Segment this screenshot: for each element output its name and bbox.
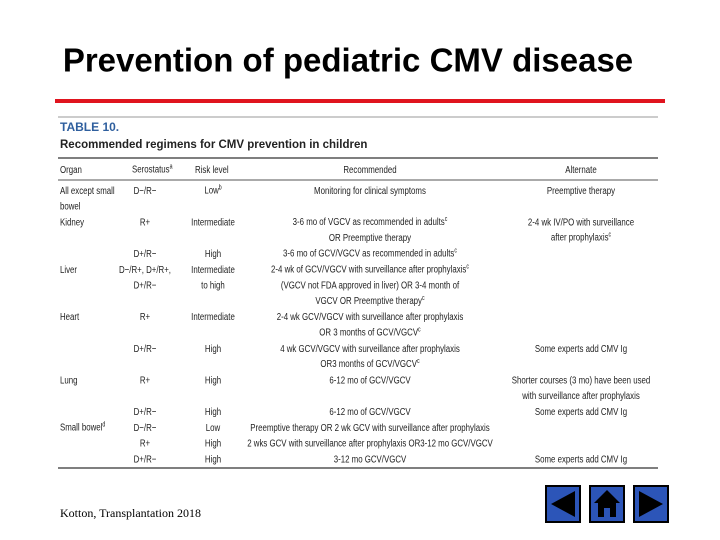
table-cell: bowel: [60, 201, 81, 212]
footnote-mark: c: [454, 246, 457, 254]
table-cell: Lowb: [204, 183, 222, 196]
table-cell: Preemptive therapy OR 2 wk GCV with surv…: [250, 422, 490, 433]
table-cell: High: [205, 438, 221, 449]
footnote-mark: d: [102, 420, 105, 428]
cell-text: after prophylaxis: [551, 232, 609, 243]
table-cell: Lung: [60, 374, 78, 385]
table-cell: High: [205, 343, 221, 354]
table-cell: 6-12 mo of GCV/VGCV: [329, 406, 411, 417]
table-caption: Recommended regimens for CMV prevention …: [60, 139, 367, 151]
cell-text: OR3 months of GCV/VGCV: [320, 359, 417, 370]
footnote-mark: c: [422, 294, 425, 302]
table-cell: High: [205, 406, 221, 417]
table-cell: (VGCV not FDA approved in liver) OR 3-4 …: [281, 280, 460, 291]
table-cell: Kidney: [60, 216, 84, 227]
cell-text: Serostatus: [132, 164, 170, 175]
column-header: Serostatusa: [132, 162, 173, 175]
table-cell: OR Preemptive therapy: [329, 232, 411, 243]
prev-button[interactable]: [545, 485, 581, 523]
column-header: Alternate: [565, 164, 596, 175]
table-cell: High: [205, 374, 221, 385]
cell-text: Low: [204, 185, 219, 196]
table-cell: Some experts add CMV Ig: [535, 453, 627, 464]
home-button[interactable]: [589, 485, 625, 523]
nav-buttons: [545, 485, 669, 523]
table-cell: D+/R−: [134, 248, 157, 259]
column-header: Organ: [60, 164, 82, 175]
column-header: Risk level: [195, 164, 229, 175]
cell-text: 3-6 mo of GCV/VGCV as recommended in adu…: [283, 248, 455, 259]
table-cell: Shorter courses (3 mo) have been used: [512, 374, 651, 385]
table-cell: R+: [140, 438, 150, 449]
table-cell: D−/R+, D+/R+,: [119, 264, 171, 275]
footnote-mark: c: [417, 357, 420, 365]
footnote-mark: c: [609, 231, 612, 239]
table-cell: 2-4 wk IV/PO with surveillance: [528, 216, 634, 227]
table-cell: Intermediate: [191, 216, 235, 227]
table-cell: High: [205, 453, 221, 464]
table-cell: D−/R−: [134, 422, 157, 433]
cell-text: 3-6 mo of VGCV as recommended in adults: [293, 216, 445, 227]
footnote-mark: b: [219, 183, 222, 191]
column-header: Recommended: [343, 164, 396, 175]
table-cell: High: [205, 248, 221, 259]
table-cell: R+: [140, 374, 150, 385]
table-cell: 2 wks GCV with surveillance after prophy…: [247, 438, 493, 449]
table-cell: Some experts add CMV Ig: [535, 406, 627, 417]
table-cell: D+/R−: [134, 406, 157, 417]
table-label: TABLE 10.: [60, 120, 119, 134]
next-button[interactable]: [633, 485, 669, 523]
table-cell: D+/R−: [134, 280, 157, 291]
table-cell: Low: [206, 422, 221, 433]
table-cell: 3-6 mo of GCV/VGCV as recommended in adu…: [283, 246, 457, 259]
cell-text: 2-4 wk of GCV/VGCV with surveillance aft…: [271, 264, 467, 275]
cell-text: OR 3 months of GCV/VGCV: [319, 327, 418, 338]
slide-title: Prevention of pediatric CMV disease: [63, 42, 633, 79]
cell-text: VGCV OR Preemptive therapy: [315, 295, 422, 306]
table: Organ Serostatusa Risk level Recommended Alt…: [60, 162, 650, 464]
table-cell: after prophylaxisc: [551, 231, 611, 244]
table-cell: Preemptive therapy: [547, 185, 615, 196]
table-cell: 2-4 wk of GCV/VGCV with surveillance aft…: [271, 262, 469, 275]
table-cell: OR3 months of GCV/VGCVc: [320, 357, 419, 370]
table-cell: Intermediate: [191, 264, 235, 275]
citation: Kotton, Transplantation 2018: [60, 506, 201, 520]
table-cell: 3-12 mo GCV/VGCV: [334, 453, 407, 464]
table-cell: R+: [140, 216, 150, 227]
table-cell: Liver: [60, 264, 77, 275]
table-cell: Monitoring for clinical symptoms: [314, 185, 426, 196]
table-cell: 4 wk GCV/VGCV with surveillance after pr…: [280, 343, 460, 354]
table-cell: D+/R−: [134, 343, 157, 354]
table-cell: D−/R−: [134, 185, 157, 196]
table-cell: All except small: [60, 185, 115, 196]
footnote-mark: a: [170, 162, 173, 170]
table-cell: 2-4 wk GCV/VGCV with surveillance after …: [277, 311, 464, 322]
table-cell: to high: [201, 280, 225, 291]
table-cell: 6-12 mo of GCV/VGCV: [329, 374, 411, 385]
table-cell: Intermediate: [191, 311, 235, 322]
footnote-mark: c: [418, 325, 421, 333]
title-rule: [55, 99, 665, 103]
table-cell: Heart: [60, 311, 80, 322]
table-cell: with surveillance after prophylaxis: [521, 390, 640, 401]
table-cell: D+/R−: [134, 453, 157, 464]
footnote-mark: c: [466, 262, 469, 270]
table-cell: Some experts add CMV Ig: [535, 343, 627, 354]
cell-text: Small bowel: [60, 422, 102, 433]
table-cell: VGCV OR Preemptive therapyc: [315, 294, 424, 307]
table-cell: Small boweld: [60, 420, 106, 433]
table-cell: OR 3 months of GCV/VGCVc: [319, 325, 420, 338]
footnote-mark: c: [445, 215, 448, 223]
table-cell: 3-6 mo of VGCV as recommended in adultsc: [293, 215, 448, 228]
table-cell: R+: [140, 311, 150, 322]
